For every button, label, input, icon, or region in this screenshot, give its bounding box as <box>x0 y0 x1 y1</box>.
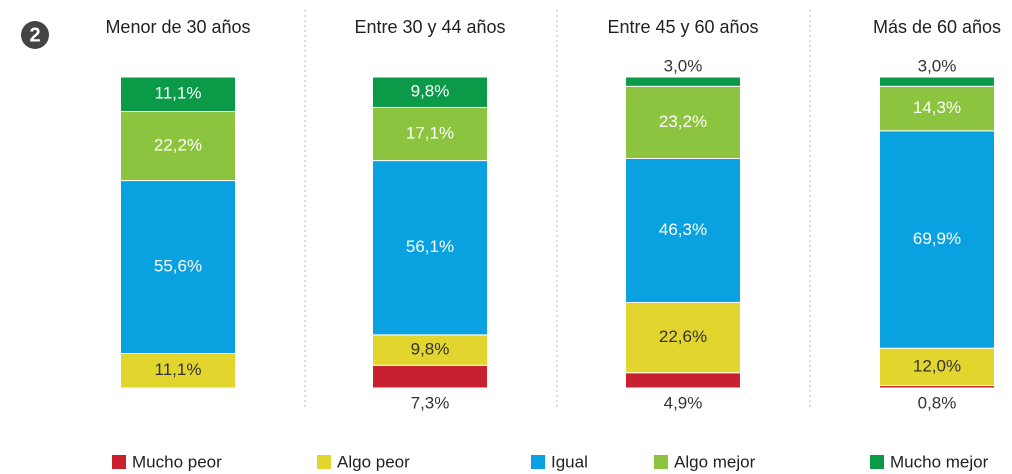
bar-segment <box>625 157 741 303</box>
legend-label: Mucho peor <box>132 452 222 471</box>
panel-title: Entre 45 y 60 años <box>607 17 758 37</box>
value-label: 7,3% <box>411 393 450 412</box>
bar-segment <box>625 372 741 389</box>
value-label: 55,6% <box>154 257 202 276</box>
legend-swatch <box>531 455 545 469</box>
bar-segment <box>625 301 741 374</box>
value-label: 46,3% <box>659 220 707 239</box>
value-label: 9,8% <box>411 340 450 359</box>
bar-segment <box>120 352 236 389</box>
legend-swatch <box>654 455 668 469</box>
value-label: 22,2% <box>154 136 202 155</box>
value-label: 9,8% <box>411 82 450 101</box>
value-label: 56,1% <box>406 237 454 256</box>
legend-label: Algo mejor <box>674 452 756 471</box>
value-label: 11,1% <box>155 360 202 379</box>
bar-segment <box>625 76 741 87</box>
legend-label: Mucho mejor <box>890 452 989 471</box>
badge-text: 2 <box>29 24 40 46</box>
value-label: 12,0% <box>913 356 961 375</box>
bar-segment <box>120 111 236 182</box>
value-label: 23,2% <box>659 112 707 131</box>
bar-segment <box>372 364 488 389</box>
bar-segment <box>120 76 236 113</box>
legend-swatch <box>870 455 884 469</box>
value-label: 3,0% <box>664 56 703 75</box>
bar-segment <box>879 76 995 87</box>
value-label: 22,6% <box>659 327 707 346</box>
legend-label: Algo peor <box>337 452 410 471</box>
panel-title: Más de 60 años <box>873 17 1001 37</box>
bar-segment <box>372 160 488 336</box>
panel-title: Entre 30 y 44 años <box>354 17 505 37</box>
value-label: 69,9% <box>913 229 961 248</box>
bar-segment <box>120 180 236 354</box>
value-label: 11,1% <box>155 84 202 103</box>
bar-segment <box>372 76 488 108</box>
bar-segment <box>879 347 995 387</box>
value-label: 0,8% <box>918 393 957 412</box>
badge <box>21 21 49 49</box>
value-label: 3,0% <box>918 56 957 75</box>
legend-label: Igual <box>551 452 588 471</box>
value-label: 17,1% <box>406 123 454 142</box>
panel-title: Menor de 30 años <box>105 17 250 37</box>
bar-segment <box>879 85 995 132</box>
legend-swatch <box>317 455 331 469</box>
bar-segment <box>625 85 741 159</box>
bar-segment <box>879 130 995 349</box>
value-label: 4,9% <box>664 393 703 412</box>
legend-swatch <box>112 455 126 469</box>
value-label: 14,3% <box>913 98 961 117</box>
